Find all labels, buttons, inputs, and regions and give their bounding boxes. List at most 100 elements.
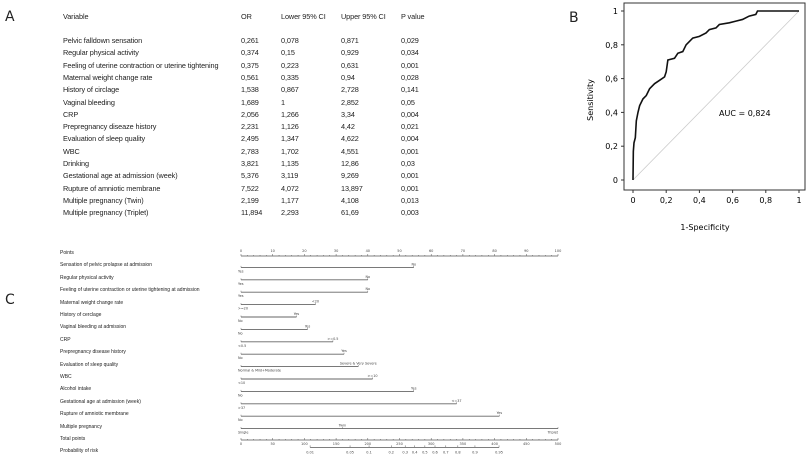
points-tick-label: 100 [555, 249, 562, 253]
nomogram-row-label: WBC [60, 374, 72, 380]
total-points-tick-label: 200 [364, 442, 371, 446]
level-label: Yes [305, 324, 311, 328]
points-tick-label: 90 [524, 249, 528, 253]
probability-tick-label: 0.7 [443, 450, 449, 454]
total-points-tick-label: 400 [491, 442, 498, 446]
table-cell: 1,126 [281, 122, 299, 132]
level-label: >37 [238, 406, 245, 410]
table-cell: 0,261 [241, 36, 259, 45]
table-cell: 0,001 [401, 60, 419, 70]
level-label: >=20 [238, 307, 248, 311]
table-header: Upper 95% CI [341, 12, 386, 21]
level-label: No [238, 319, 243, 323]
table-row-label: WBC [63, 146, 80, 156]
y-tick-label: 0,8 [605, 41, 618, 50]
probability-tick-label: 0.1 [366, 450, 372, 454]
nomogram-row-label: Rupture of amniotic membrane [60, 411, 129, 418]
table-cell: 0,001 [401, 146, 419, 156]
table-cell: 0,335 [281, 72, 299, 82]
total-points-tick-label: 300 [428, 442, 435, 446]
table-cell: 1 [281, 97, 285, 107]
level-label: Yes [411, 386, 417, 390]
panel-label-c: C [5, 292, 15, 308]
table-cell: 0,034 [401, 48, 419, 58]
table-cell: 7,522 [241, 183, 259, 193]
roc-curve [632, 10, 799, 181]
table-cell: 2,852 [341, 97, 359, 107]
level-label: <20 [312, 300, 319, 304]
nomogram-row-label: Regular physical activity [60, 274, 114, 281]
panel-label-a: A [5, 9, 15, 25]
table-row-label: Maternal weight change rate [63, 72, 153, 82]
y-tick-label: 0,6 [605, 75, 618, 84]
table-cell: 11,894 [241, 208, 263, 218]
level-label: No [411, 262, 416, 266]
table-header: Lower 95% CI [281, 12, 326, 21]
points-tick-label: 20 [302, 249, 306, 253]
level-label: Yes [294, 312, 300, 316]
level-label: Single [238, 431, 248, 435]
table-cell: 2,783 [241, 146, 259, 156]
level-label: Yes [238, 269, 244, 273]
table-cell: 0,029 [401, 36, 419, 45]
points-tick-label: 60 [429, 249, 433, 253]
panel-label-b: B [569, 10, 579, 26]
table-cell: 4,42 [341, 122, 355, 132]
points-tick-label: 70 [461, 249, 465, 253]
level-label: Yes [497, 411, 503, 415]
probability-tick-label: 0.4 [412, 450, 418, 454]
table-row-label: Regular physical activity [63, 48, 139, 58]
y-axis-label: Sensitivity [586, 79, 595, 121]
table-cell: 2,495 [241, 134, 259, 144]
level-label: Yes [238, 282, 244, 286]
table-cell: 0,223 [281, 60, 299, 70]
points-tick-label: 30 [334, 249, 338, 253]
table-cell: 4,622 [341, 134, 359, 144]
table-cell: 0,028 [401, 72, 419, 82]
probability-tick-label: 0.9 [472, 450, 478, 454]
table-cell: 9,269 [341, 171, 359, 181]
table-cell: 61,69 [341, 208, 359, 218]
table-cell: 1,347 [281, 134, 299, 144]
table-cell: 0,078 [281, 36, 299, 45]
table-row-label: Evaluation of sleep quality [63, 134, 146, 144]
nomogram-row-label: Evaluation of sleep quality [60, 361, 119, 368]
table-cell: 0,871 [341, 36, 359, 45]
table-cell: 1,702 [281, 146, 299, 156]
probability-tick-label: 0.95 [495, 450, 503, 454]
table-row-label: Rupture of amniotic membrane [63, 183, 161, 193]
table-cell: 0,94 [341, 72, 355, 82]
nomogram-row-label: Points [60, 250, 74, 256]
x-tick-label: 1 [796, 196, 801, 205]
table-cell: 0,561 [241, 72, 259, 82]
table-cell: 1,135 [281, 159, 299, 168]
table-cell: 1,177 [281, 195, 299, 205]
nomogram-row-label: Prepregnancy disease history [60, 349, 126, 356]
table-cell: 0,03 [401, 159, 415, 168]
table-cell: 5,376 [241, 171, 259, 181]
nomogram-row-label: Multiple pregnancy [60, 423, 102, 430]
probability-tick-label: 0.05 [346, 450, 354, 454]
probability-tick-label: 0.5 [422, 450, 428, 454]
table-row-label: Drinking [63, 159, 89, 168]
y-tick-label: 0,2 [605, 142, 618, 151]
table-cell: 0,003 [401, 208, 419, 218]
total-points-tick-label: 450 [523, 442, 530, 446]
table-cell: 2,056 [241, 109, 259, 119]
table-cell: 1,689 [241, 97, 259, 107]
table-header: OR [241, 12, 252, 21]
table-cell: 4,108 [341, 195, 359, 205]
auc-annotation: AUC = 0,824 [719, 109, 771, 118]
level-label: No [365, 287, 370, 291]
points-tick-label: 80 [492, 249, 496, 253]
table-header: Variable [63, 12, 89, 21]
table-cell: 0,001 [401, 171, 419, 181]
table-cell: 2,293 [281, 208, 299, 218]
table-row-label: CRP [63, 109, 79, 119]
table-cell: 0,631 [341, 60, 359, 70]
x-axis-label: 1-Specificity [680, 223, 729, 232]
x-tick-label: 0,2 [660, 196, 673, 205]
table-cell: 2,728 [341, 85, 359, 95]
total-points-tick-label: 250 [396, 442, 403, 446]
table-cell: 0,004 [401, 109, 419, 119]
